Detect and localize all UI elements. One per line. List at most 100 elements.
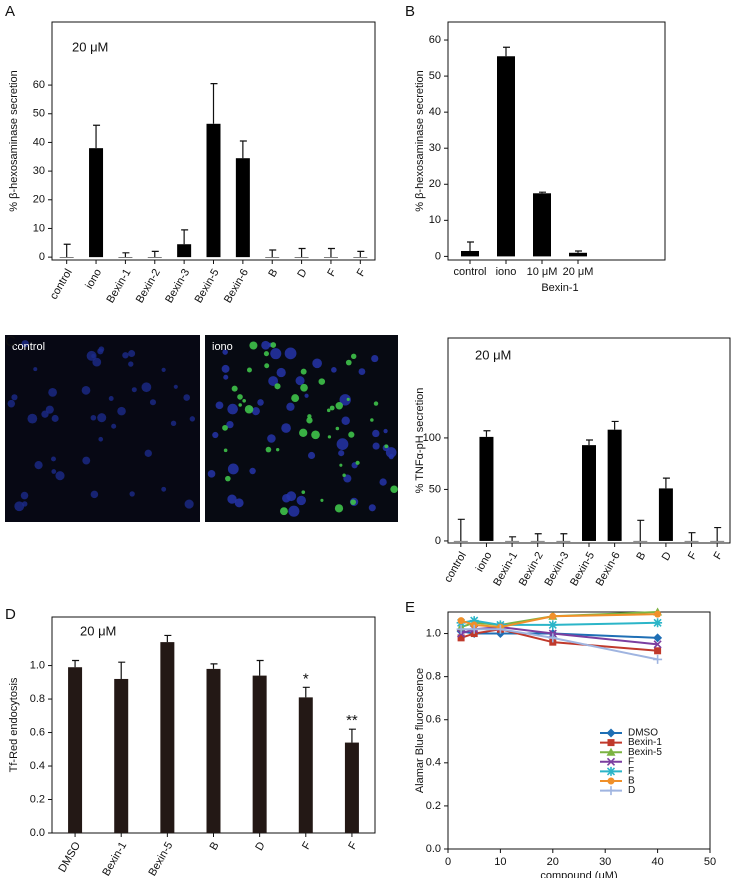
cell [45,405,54,414]
cell [227,403,238,415]
x-tick-label: F [712,550,726,562]
y-tick-label: 20 [429,178,441,190]
cell [350,499,357,506]
x-tick-label: 40 [651,856,663,868]
cell [238,403,242,407]
cell [117,406,126,416]
panel-letter: C [5,333,16,350]
y-tick-label: 0.0 [30,827,45,839]
cell [82,456,91,465]
cell [226,420,234,429]
annotation: 20 μM [80,623,116,638]
marker [469,624,479,634]
error-bar [467,241,474,251]
cell [301,490,306,494]
cell [131,387,137,393]
cell [370,418,374,422]
cell [342,473,346,477]
bar [323,257,338,258]
cell [90,490,99,499]
bar [479,436,494,541]
bar [298,697,313,833]
cell [306,417,313,424]
error-bar [611,420,619,430]
cell [331,367,337,373]
legend-label: F [628,766,634,777]
x-tick-label: 50 [704,856,716,868]
cell [291,394,300,403]
y-tick-label: 10 [33,222,45,234]
marker [607,739,615,747]
cell [48,388,57,397]
bar [582,445,596,541]
cell [251,407,260,416]
bar [59,257,74,258]
image-label: iono [212,341,233,353]
cell [111,423,117,429]
cell [20,491,29,500]
series-line [460,619,658,626]
cell [372,429,380,438]
cell [379,478,387,486]
y-tick-label: 50 [33,108,45,120]
cell [295,376,305,386]
cell [11,394,18,401]
cell [149,399,157,406]
bar [556,540,571,542]
cell [51,414,59,422]
cell [215,401,224,410]
cell [14,501,25,512]
cell [227,463,239,475]
error-bar [118,661,126,679]
bar [658,488,673,541]
error-bar [181,229,189,245]
bar [497,56,515,257]
marker [653,654,663,664]
cell [97,348,104,355]
annotation: 20 μM [72,39,108,54]
bar [353,257,368,258]
bar [68,667,83,833]
y-tick-label: 0.2 [30,793,45,805]
x-tick-label: Bexin-5 [146,840,175,878]
cell [144,449,152,457]
cell [264,363,270,369]
error-bar [302,686,310,698]
error-bar [269,249,277,258]
cell [222,349,228,355]
legend-label: DMSO [628,728,658,739]
legend-label: D [628,785,635,796]
legend-label: Bexin-5 [628,747,662,758]
cell [231,385,238,392]
bar [118,257,133,258]
error-bar [93,124,101,149]
bar [344,742,359,833]
cell [249,341,258,350]
cell [234,498,244,508]
cell [173,384,178,389]
cell [97,413,107,423]
cell [288,505,300,517]
cell [81,386,91,395]
cell [384,444,389,449]
y-axis-title: % TNFα-pH secretion [414,388,426,494]
x-tick-label: B [208,840,222,852]
bar [710,540,725,542]
cell [122,352,129,359]
x-tick-label: Bexin-2 [134,267,163,305]
cell [282,493,291,503]
y-axis-title: Tf-Red endocytosis [8,677,20,772]
y-tick-label: 30 [429,142,441,154]
x-tick-label: 0 [445,856,451,868]
x-tick-label: F [300,840,314,852]
y-tick-label: 100 [423,432,441,444]
error-bar [503,46,510,57]
cell [372,442,380,450]
error-bar [662,477,670,489]
cell [281,423,291,433]
marker [653,618,663,628]
marker [654,610,662,618]
cell [326,408,331,413]
cell [341,416,350,425]
cell [334,504,344,513]
